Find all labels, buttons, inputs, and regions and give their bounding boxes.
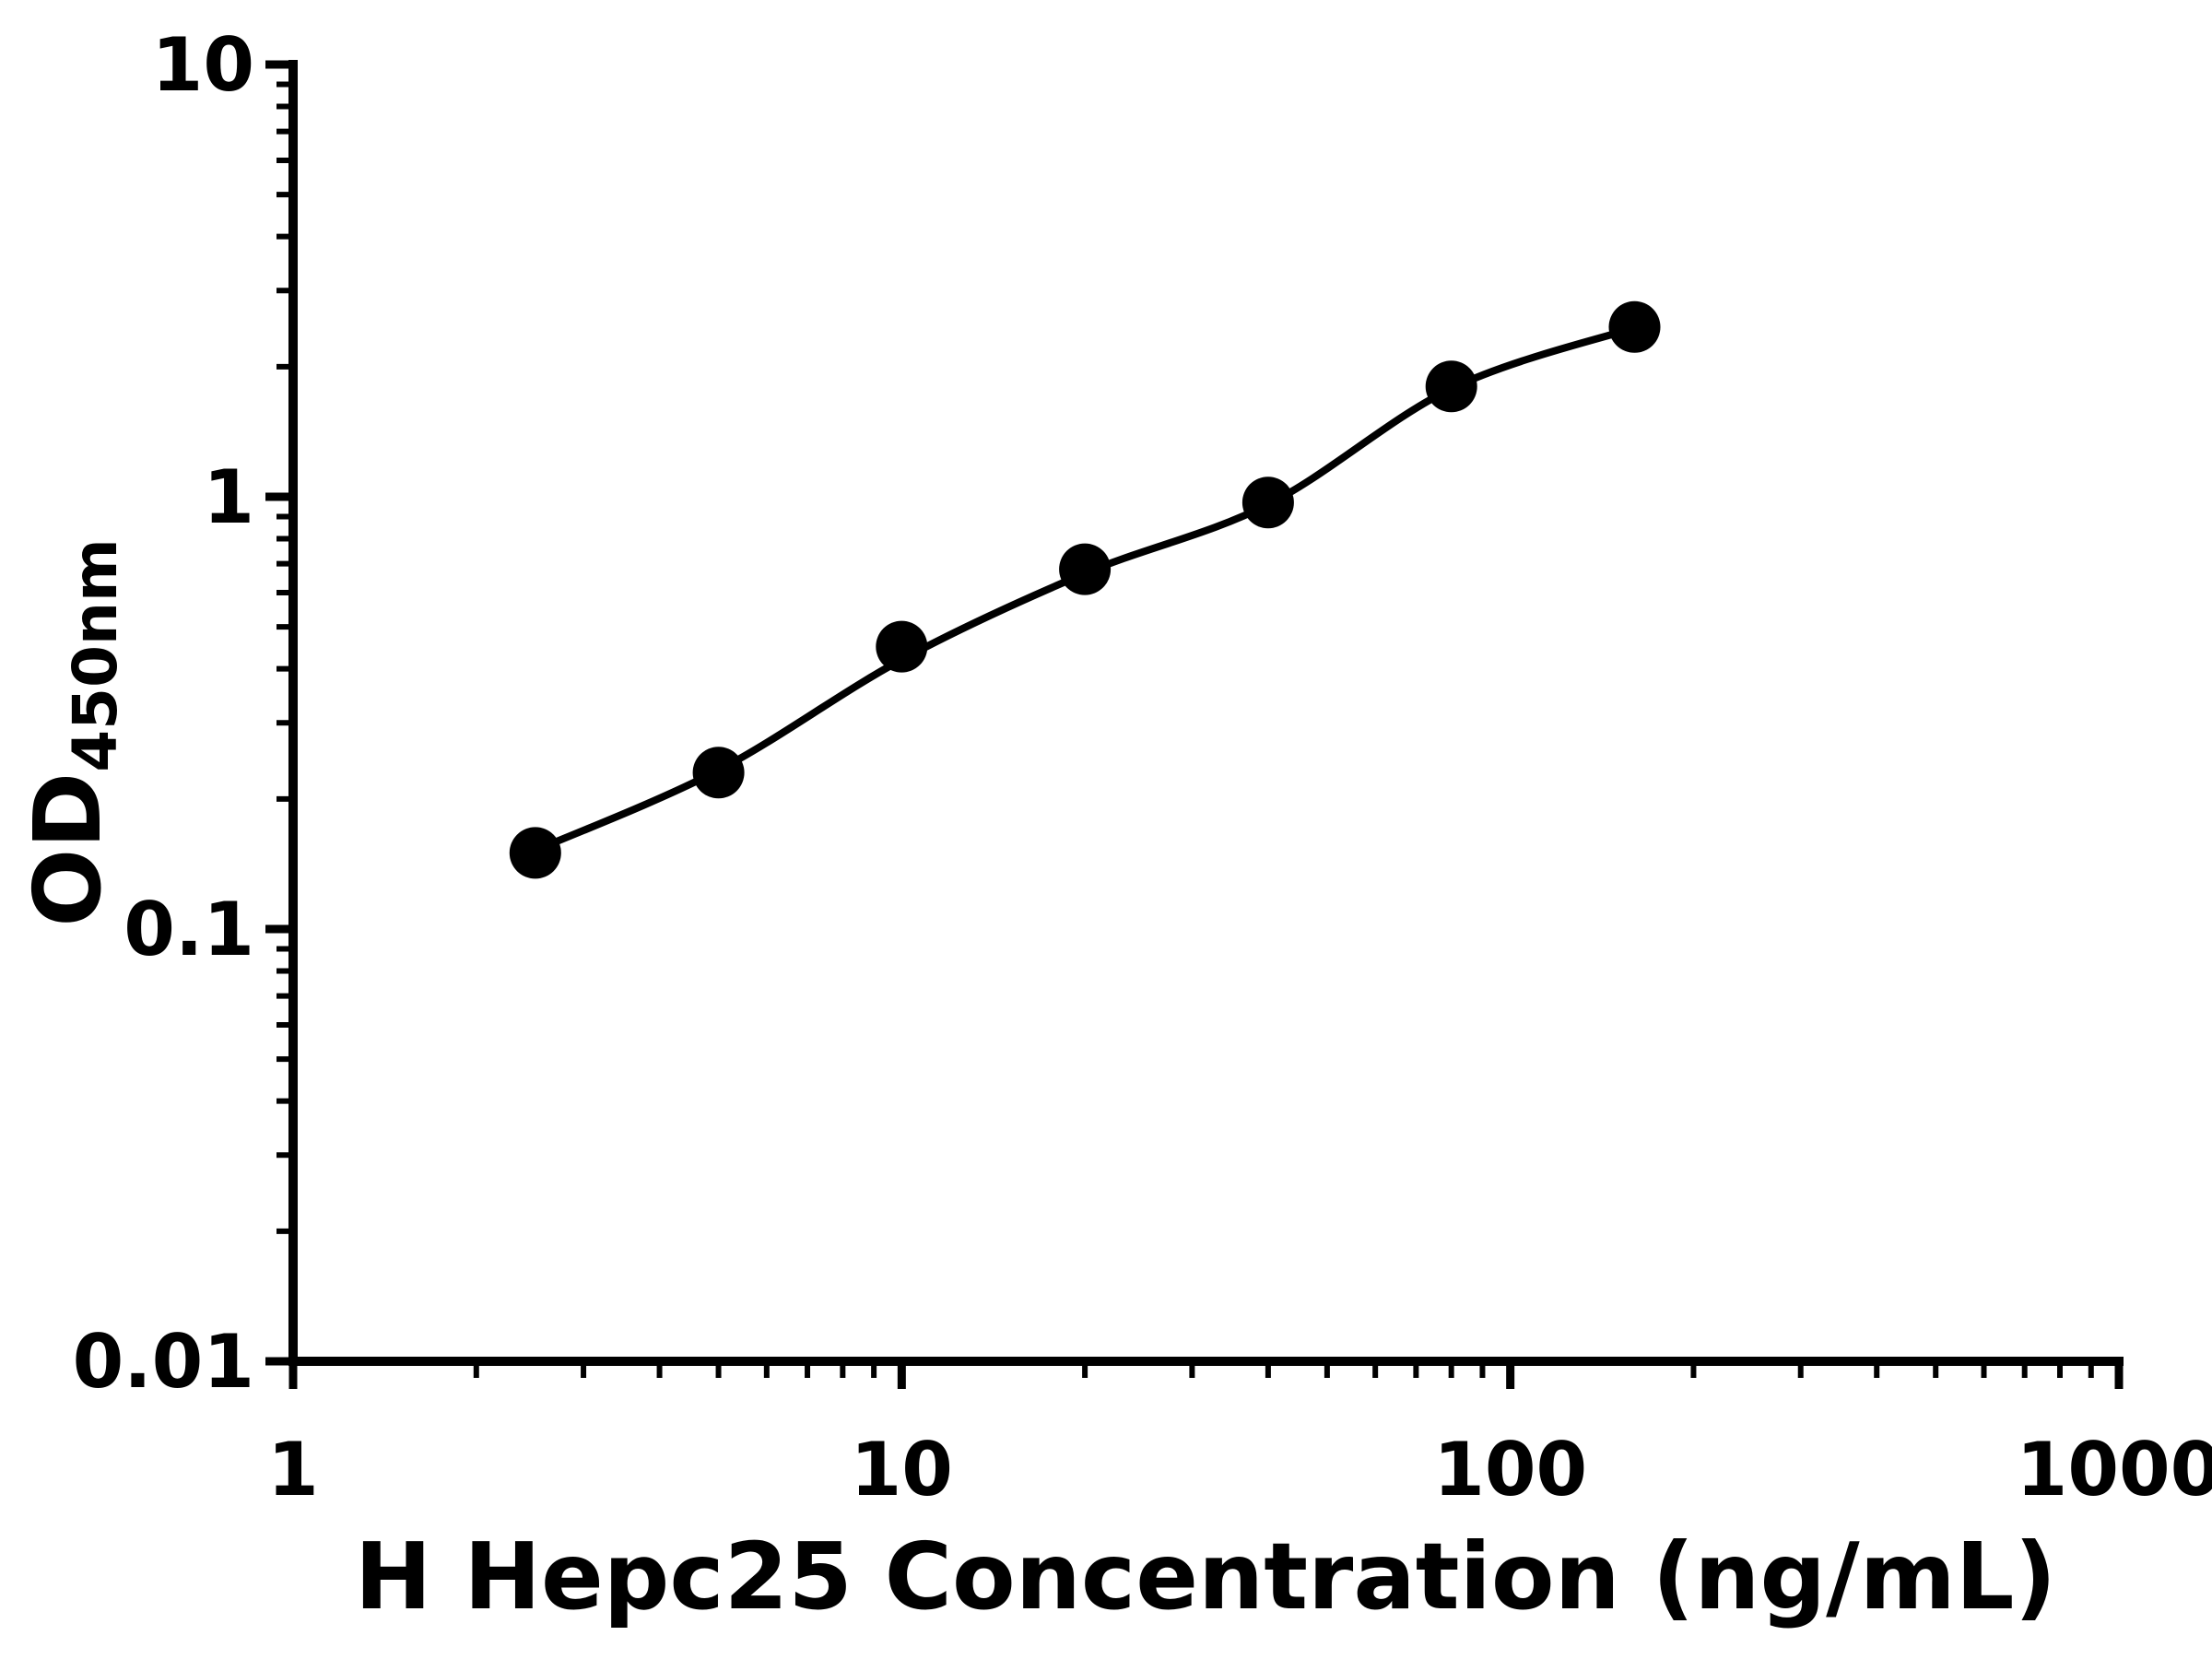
x-tick-label: 10 — [851, 1427, 953, 1512]
y-axis-title-subscript: 450nm — [60, 538, 131, 772]
data-point — [1608, 300, 1661, 353]
x-axis-title: H Hepc25 Concentration (ng/mL) — [355, 1523, 2056, 1630]
axis-lines — [288, 60, 2124, 1366]
y-tick-label: 0.1 — [124, 887, 254, 972]
y-axis-title: OD450nm — [14, 538, 131, 927]
y-tick-label: 0.01 — [73, 1319, 254, 1405]
axis-tick-labels: 1 10 100 1000 10 1 0.1 0.01 — [73, 22, 2212, 1512]
y-tick-label: 1 — [203, 454, 254, 540]
data-point — [1059, 543, 1112, 595]
data-point — [1425, 360, 1477, 413]
x-tick-label: 1000 — [2017, 1427, 2212, 1512]
x-tick-label: 100 — [1433, 1427, 1587, 1512]
data-point — [509, 827, 561, 879]
axis-ticks — [265, 60, 2124, 1389]
data-points — [509, 300, 1661, 879]
axes — [288, 60, 2124, 1366]
y-tick-label: 10 — [152, 22, 254, 108]
data-point — [876, 620, 928, 673]
data-point — [1241, 477, 1294, 529]
y-axis-title-base: OD — [14, 772, 122, 927]
data-point — [692, 747, 745, 799]
x-tick-label: 1 — [267, 1427, 319, 1512]
